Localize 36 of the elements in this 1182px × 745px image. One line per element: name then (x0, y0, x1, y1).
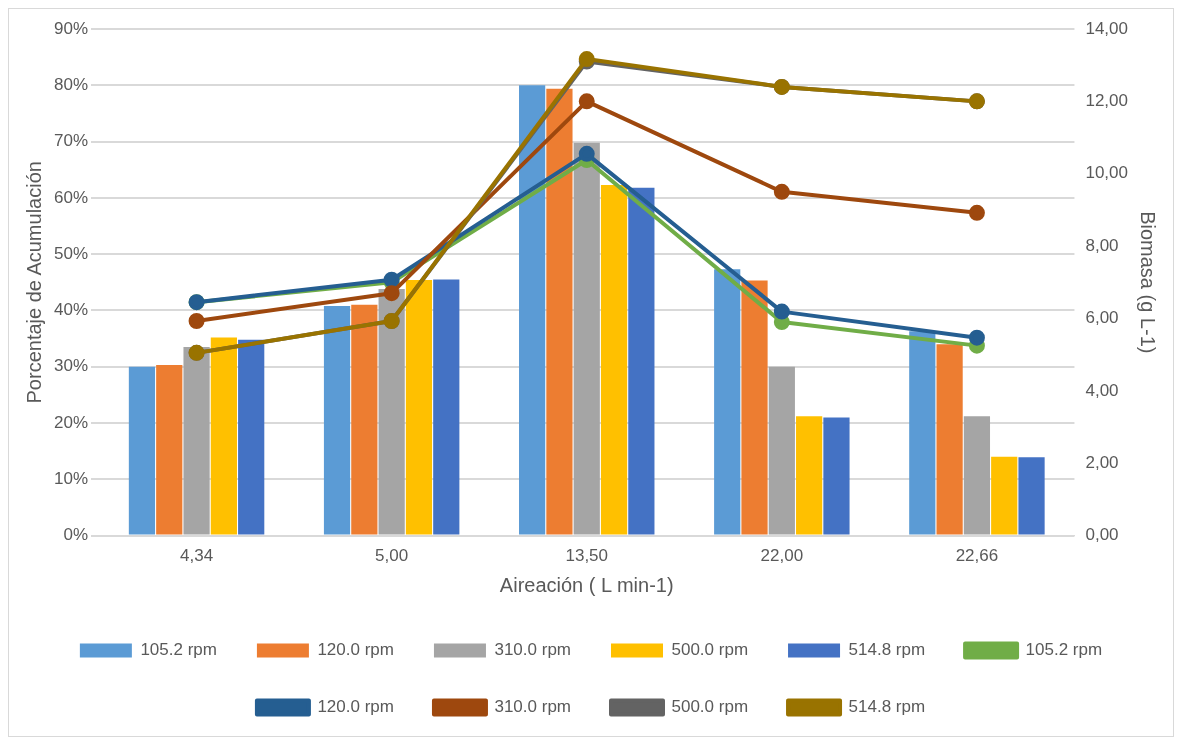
y-axis-title: Porcentaje de Acumulación (22, 161, 45, 404)
y-tick-label: 0% (63, 525, 89, 545)
y-tick-label: 50% (53, 243, 89, 263)
x-tick-label: 22,66 (955, 546, 999, 566)
legend-label: 310.0 rpm (494, 697, 572, 717)
y2-tick-label: 12,00 (1085, 91, 1129, 111)
legend-label: 120.0 rpm (317, 640, 394, 660)
legend-label: 105.2 rpm (140, 640, 217, 660)
y-tick-label: 20% (53, 412, 89, 432)
y-tick-label: 80% (53, 74, 89, 94)
y2-tick-label: 10,00 (1085, 163, 1129, 183)
y2-tick-label: 8,00 (1085, 235, 1119, 255)
x-tick-label: 4,34 (180, 546, 214, 566)
y-tick-label: 60% (53, 187, 89, 207)
y-tick-label: 40% (53, 300, 89, 320)
y2-tick-label: 0,00 (1085, 525, 1119, 545)
y-tick-label: 30% (53, 356, 89, 376)
y-tick-label: 10% (53, 469, 89, 488)
x-tick-label: 13,50 (565, 546, 609, 566)
y-tick-label: 90% (53, 18, 89, 38)
y2-tick-label: 2,00 (1085, 452, 1119, 472)
y-tick-label: 70% (53, 131, 89, 151)
legend-label: 500.0 rpm (671, 697, 749, 717)
y2-tick-label: 6,00 (1085, 308, 1119, 328)
x-tick-label: 22,00 (760, 546, 804, 566)
legend-label: 514.8 rpm (848, 640, 926, 660)
y2-tick-label: 14,00 (1085, 18, 1129, 38)
x-axis-title: Aireación ( L min-1) (499, 573, 674, 596)
legend-label: 105.2 rpm (1025, 640, 1103, 660)
y2-axis-title: Biomasa (g L-1) (1137, 211, 1160, 354)
x-tick-label: 5,00 (375, 546, 409, 566)
legend-label: 514.8 rpm (848, 697, 926, 717)
legend-label: 120.0 rpm (317, 697, 394, 717)
legend-label: 500.0 rpm (671, 640, 749, 660)
y2-tick-label: 4,00 (1085, 380, 1119, 400)
legend-label: 310.0 rpm (494, 640, 572, 660)
